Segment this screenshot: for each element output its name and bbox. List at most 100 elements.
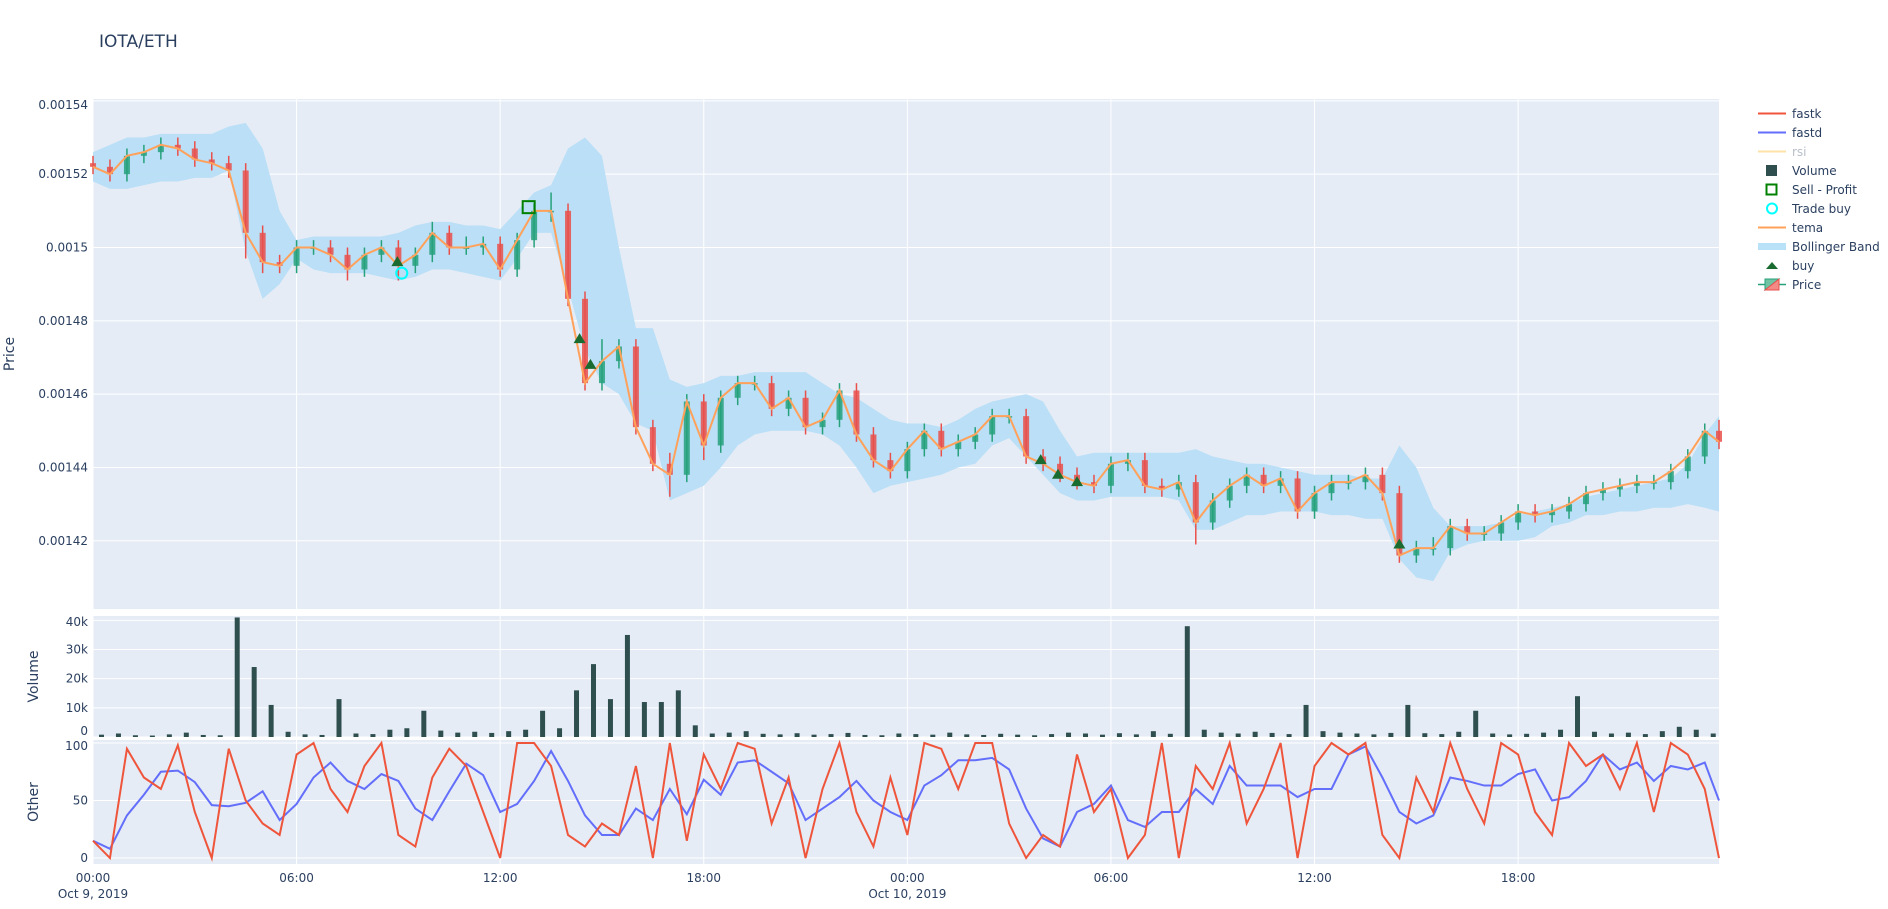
- candle: [700, 394, 707, 461]
- legend-item-buy[interactable]: buy: [1756, 256, 1880, 275]
- volume-bar: [1388, 732, 1394, 737]
- other-plot-area: [93, 740, 1719, 864]
- legend-label: Bollinger Band: [1792, 239, 1880, 254]
- candle: [565, 203, 572, 307]
- legend-item-price[interactable]: Price: [1756, 275, 1880, 294]
- candle: [887, 452, 894, 479]
- candle-body: [1362, 474, 1369, 483]
- volume-bar: [1049, 734, 1055, 737]
- other-y-tick-label: 0: [80, 851, 88, 865]
- volume-bar: [1490, 733, 1496, 737]
- candle: [1396, 485, 1403, 563]
- volume-bar: [675, 690, 681, 737]
- volume-bar: [913, 734, 919, 737]
- candle: [208, 152, 215, 171]
- candle-body: [157, 144, 164, 153]
- candle: [989, 408, 996, 442]
- candle-body: [1633, 482, 1640, 486]
- volume-bar: [115, 733, 121, 737]
- volume-bar: [1642, 734, 1648, 737]
- candle-body: [734, 383, 741, 398]
- candle: [1192, 474, 1199, 545]
- candle: [1260, 467, 1267, 494]
- candle-body: [531, 210, 538, 241]
- volume-bar: [1422, 733, 1428, 737]
- volume-bar: [217, 735, 223, 737]
- candle: [1532, 504, 1539, 523]
- candle-body: [174, 144, 181, 149]
- candle: [140, 144, 147, 164]
- volume-y-tick-label: 0: [80, 724, 88, 738]
- volume-bar: [489, 732, 495, 737]
- legend-item-trade-buy[interactable]: Trade buy: [1756, 199, 1880, 218]
- candle: [378, 240, 385, 263]
- candle: [1447, 518, 1454, 556]
- candle-body: [1158, 485, 1165, 490]
- volume-bar: [1473, 710, 1479, 737]
- volume-bar: [370, 734, 376, 737]
- x-tick-label: 00:00: [890, 871, 925, 885]
- volume-bar: [1693, 729, 1699, 737]
- legend-item-fastk[interactable]: fastk: [1756, 104, 1880, 123]
- legend-label: fastk: [1792, 106, 1822, 121]
- candle: [123, 148, 130, 182]
- legend-label: rsi: [1792, 144, 1807, 159]
- volume-y-tick-label: 40k: [66, 615, 88, 629]
- x-tick-sublabel: Oct 9, 2019: [58, 887, 128, 901]
- legend-item-volume[interactable]: Volume: [1756, 161, 1880, 180]
- candle: [734, 375, 741, 406]
- candle-body: [1515, 511, 1522, 523]
- candle-body: [191, 148, 198, 160]
- candle-body: [412, 254, 419, 266]
- x-tick-label: 12:00: [483, 871, 518, 885]
- x-tick-label: 18:00: [1501, 871, 1536, 885]
- candle: [106, 159, 113, 182]
- candle: [344, 247, 351, 281]
- candle-body: [225, 163, 232, 171]
- legend-item-fastd[interactable]: fastd: [1756, 123, 1880, 142]
- candle-body: [666, 463, 673, 475]
- candle-body: [1328, 482, 1335, 494]
- candle-body: [140, 152, 147, 156]
- candle-body: [802, 397, 809, 428]
- candle-body: [1260, 474, 1267, 486]
- volume-bar: [641, 702, 647, 737]
- candle: [259, 225, 266, 274]
- volume-y-tick-label: 10k: [66, 701, 88, 715]
- candle: [582, 291, 589, 391]
- candle-body: [1175, 482, 1182, 490]
- volume-bar: [1676, 726, 1682, 737]
- volume-bar: [1337, 732, 1343, 737]
- volume-bar: [166, 734, 172, 737]
- volume-bar: [1150, 731, 1156, 737]
- price-y-tick-label: 0.00152: [38, 167, 88, 181]
- volume-bar: [624, 634, 630, 737]
- candle-body: [972, 434, 979, 442]
- legend-item-rsi[interactable]: rsi: [1756, 142, 1880, 161]
- volume-plot-area: [93, 616, 1719, 737]
- volume-bar: [1133, 734, 1139, 737]
- volume-bar: [1286, 734, 1292, 737]
- candle-body: [1498, 522, 1505, 534]
- price-y-tick-label: 0.00154: [38, 98, 88, 112]
- fastd-series-line: [92, 745, 1720, 851]
- legend-item-tema[interactable]: tema: [1756, 218, 1880, 237]
- candle-body: [242, 170, 249, 233]
- volume-bar: [1456, 731, 1462, 737]
- volume-bar: [845, 732, 851, 737]
- volume-bar: [404, 728, 410, 737]
- x-tick-label: 00:00: [76, 871, 111, 885]
- candle-body: [1396, 493, 1403, 556]
- volume-bar: [1320, 731, 1326, 737]
- buy-marker: [584, 358, 597, 369]
- buy-marker: [1071, 476, 1084, 487]
- legend: fastk fastd rsi Volume Sell - Profit Trade bu…: [1756, 104, 1880, 294]
- line-legend-icon: [1758, 150, 1786, 153]
- price-y-tick-label: 0.00146: [38, 387, 88, 401]
- legend-item-bollinger-band[interactable]: Bollinger Band: [1756, 237, 1880, 256]
- legend-item-sell-profit[interactable]: Sell - Profit: [1756, 180, 1880, 199]
- candle-body: [106, 166, 113, 175]
- volume-bar: [353, 733, 359, 737]
- volume-bar: [1218, 732, 1224, 737]
